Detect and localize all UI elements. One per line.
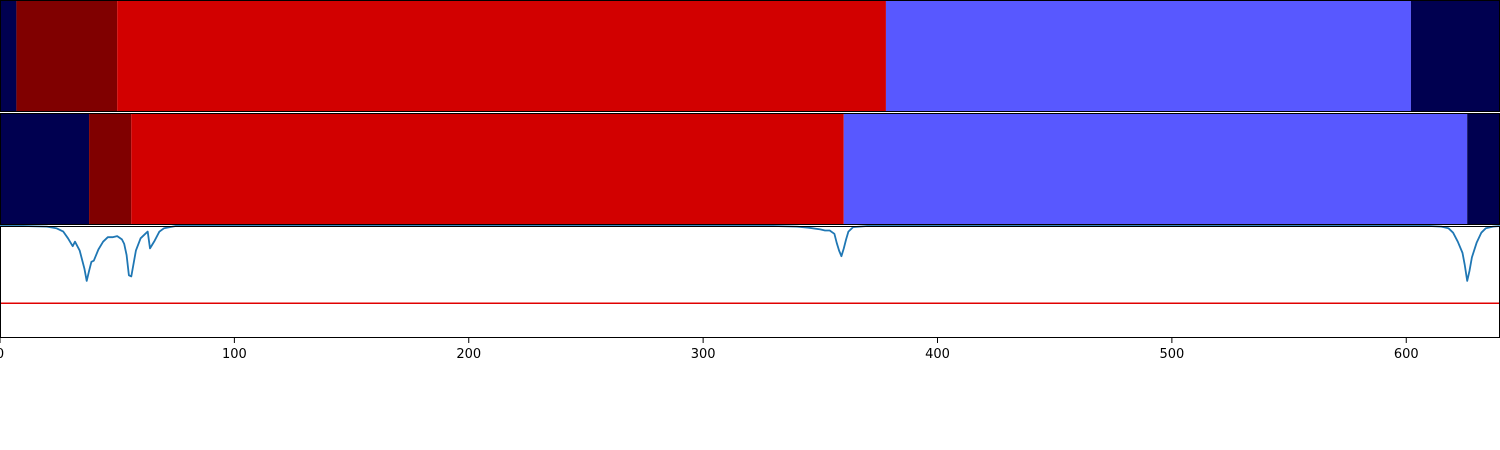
segment-row2-2 bbox=[89, 113, 132, 225]
segment-row1-2 bbox=[16, 0, 118, 112]
x-tick-label-2: 200 bbox=[456, 347, 481, 362]
segment-row2-1 bbox=[0, 113, 90, 225]
x-tick-label-5: 500 bbox=[1159, 347, 1184, 362]
segment-row2-5 bbox=[1467, 113, 1500, 225]
segment-row1-5 bbox=[1410, 0, 1500, 112]
x-tick-label-6: 600 bbox=[1394, 347, 1419, 362]
x-tick-label-4: 400 bbox=[925, 347, 950, 362]
x-tick-label-0: 0 bbox=[0, 347, 4, 362]
x-axis: 0 100 200 300 400 500 600 bbox=[0, 338, 1419, 362]
segment-row2-3 bbox=[131, 113, 844, 225]
segmentation-row-2 bbox=[0, 113, 1500, 225]
x-tick-label-1: 100 bbox=[222, 347, 247, 362]
x-tick-label-3: 300 bbox=[691, 347, 716, 362]
segment-row2-4 bbox=[843, 113, 1468, 225]
segment-row1-3 bbox=[117, 0, 886, 112]
segment-row1-4 bbox=[885, 0, 1411, 112]
segment-row1-1 bbox=[0, 0, 17, 112]
signal-panel-background bbox=[0, 226, 1500, 338]
segmentation-row-1 bbox=[0, 0, 1500, 112]
signal-panel bbox=[0, 225, 1500, 338]
